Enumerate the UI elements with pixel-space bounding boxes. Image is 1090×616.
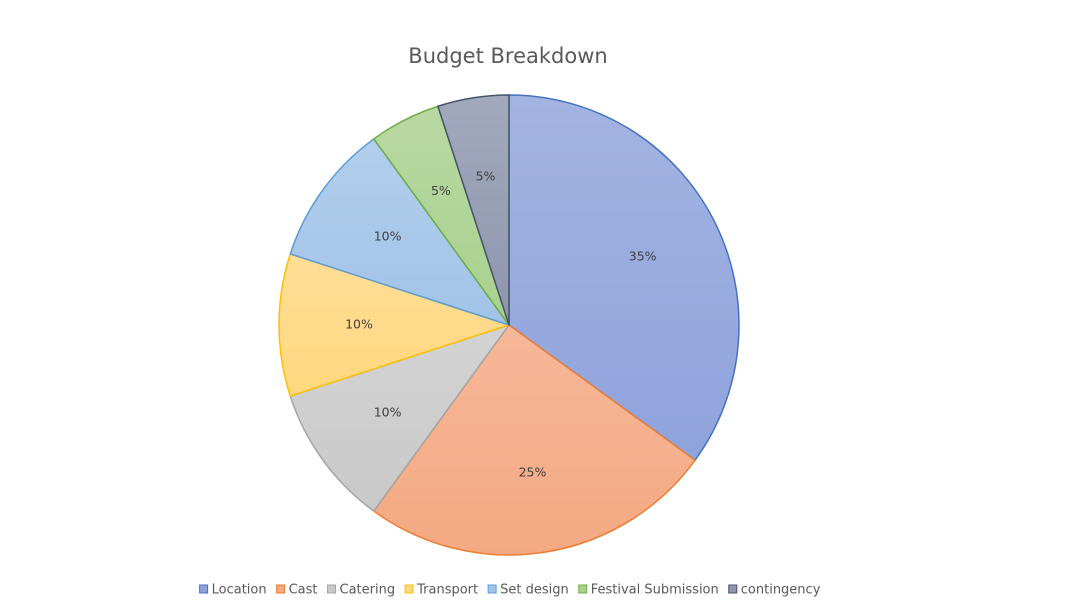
chart-legend: Location Cast Catering Transport Set design F… [199, 583, 821, 598]
legend-swatch-contingency [728, 584, 738, 594]
pie-slice-catering [289, 324, 510, 512]
legend-item-location: Location [199, 583, 267, 598]
legend-item-catering: Catering [327, 583, 396, 598]
legend-label-festival-submission: Festival Submission [591, 583, 719, 598]
data-label-catering: 10% [374, 405, 402, 420]
legend-item-festival-submission: Festival Submission [578, 583, 719, 598]
pie-slice-location [508, 94, 740, 461]
pie-slice-set-design [289, 138, 510, 326]
legend-label-catering: Catering [340, 583, 396, 598]
legend-swatch-festival-submission [578, 584, 588, 594]
pie-slice-contingency [437, 94, 510, 326]
data-label-transport: 10% [345, 317, 373, 332]
legend-label-contingency: contingency [741, 583, 821, 598]
pie-data-labels: 35% 25% 10% 10% 10% 5% 5% [345, 168, 657, 479]
legend-swatch-set-design [487, 584, 497, 594]
legend-label-set-design: Set design [500, 583, 569, 598]
data-label-cast: 25% [519, 465, 547, 480]
data-label-contingency: 5% [476, 168, 496, 183]
chart-title: Budget Breakdown [408, 44, 607, 68]
legend-swatch-transport [404, 584, 414, 594]
legend-item-cast: Cast [276, 583, 318, 598]
legend-swatch-catering [327, 584, 337, 594]
pie-slices [278, 94, 740, 556]
legend-swatch-cast [276, 584, 286, 594]
legend-label-transport: Transport [416, 583, 478, 598]
legend-item-set-design: Set design [487, 583, 569, 598]
pie-slice-cast [373, 324, 696, 556]
legend-label-location: Location [212, 583, 267, 598]
legend-swatch-location [199, 584, 209, 594]
data-label-festival-submission: 5% [431, 183, 451, 198]
pie-slice-transport [278, 253, 510, 397]
legend-item-contingency: contingency [728, 583, 821, 598]
data-label-location: 35% [629, 248, 657, 263]
legend-label-cast: Cast [289, 583, 318, 598]
data-label-set-design: 10% [374, 228, 402, 243]
legend-item-transport: Transport [404, 583, 478, 598]
